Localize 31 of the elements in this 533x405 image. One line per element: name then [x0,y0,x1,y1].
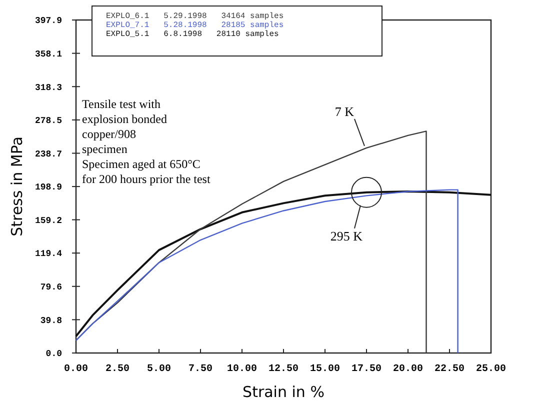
x-tick-label: 12.50 [268,364,299,375]
text: EXPLO_5.1 6.8.1998 28110 samples [106,30,280,39]
y-tick-label: 318.3 [34,82,62,93]
x-tick-label: 0.00 [64,364,88,375]
line-series [75,189,458,354]
x-tick-label: 10.00 [226,364,258,375]
y-tick-label: 79.6 [40,282,62,293]
y-tick-label: 119.4 [34,249,63,260]
y-tick-label: 278.5 [34,116,62,126]
y-axis-title: Stress in MPa [8,136,26,236]
x-tick-label: 22.50 [434,364,465,375]
x-tick-label: 25.00 [476,364,506,375]
y-tick-label: 159.2 [34,216,62,226]
annotation: 7 K [334,104,355,119]
x-tick-label: 5.00 [146,364,172,375]
y-tick-label: 238.7 [34,149,62,160]
x-axis-title: Strain in % [242,383,324,401]
x-tick-label: 17.50 [351,364,382,375]
y-tick-label: 198.9 [34,182,62,193]
annotation: 295 K [330,228,364,244]
y-tick-label: 0.0 [46,349,62,360]
y-tick-label: 358.1 [34,49,63,60]
text: EXPLO_6.1 5.29.1998 34164 samples [106,12,284,21]
x-tick-label: 15.00 [310,364,340,375]
x-tick-label: 20.00 [392,364,424,375]
annotation: Tensile test with explosion bonded copper/908 specimen Specimen aged at 650°C for 200 hours prior the test [82,97,211,186]
x-tick-label: 7.50 [188,364,213,375]
y-tick-label: 397.9 [34,16,62,26]
text: EXPLO_7.1 5.28.1998 28185 samples [106,21,284,30]
x-tick-label: 2.50 [105,364,130,375]
y-tick-label: 39.8 [40,316,62,326]
